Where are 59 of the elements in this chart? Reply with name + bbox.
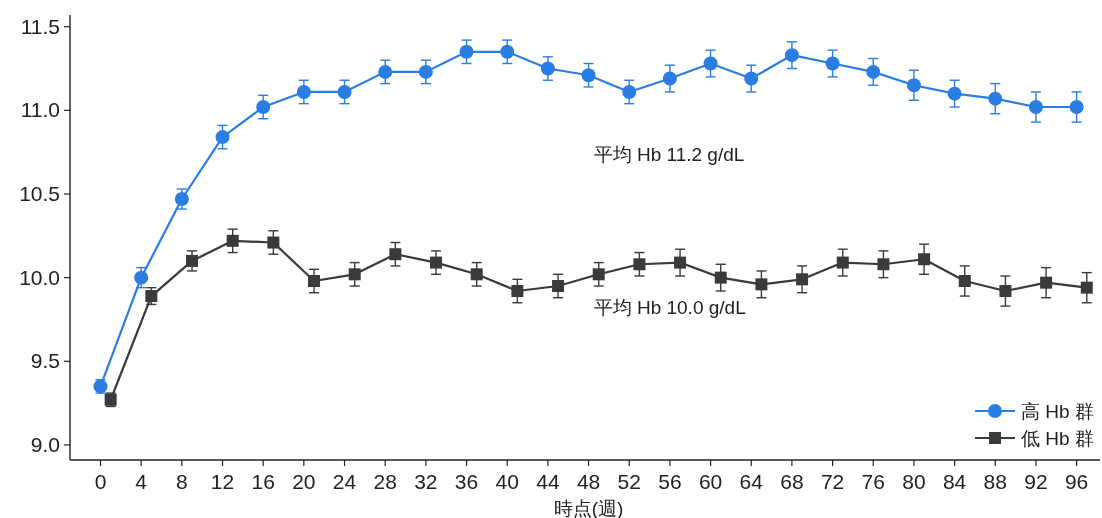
y-tick-label: 10.5 <box>19 182 60 205</box>
point <box>866 64 881 79</box>
x-tick-label: 16 <box>251 470 275 493</box>
point <box>1028 100 1043 115</box>
point <box>418 64 433 79</box>
x-tick-label: 84 <box>942 470 967 493</box>
x-tick-label: 80 <box>902 470 926 493</box>
annotation: 平均 Hb 11.2 g/dL <box>593 143 745 165</box>
x-tick-label: 56 <box>658 470 682 493</box>
point <box>215 130 230 145</box>
x-tick-label: 36 <box>454 470 479 493</box>
point <box>988 91 1003 106</box>
x-tick-label: 32 <box>414 470 438 493</box>
point <box>906 78 921 93</box>
x-tick-label: 76 <box>861 470 885 493</box>
point <box>540 61 555 76</box>
point <box>581 68 596 83</box>
y-tick-label: 11.5 <box>20 14 60 38</box>
annotation: 平均 Hb 10.0 g/dL <box>593 297 746 319</box>
point <box>337 84 352 99</box>
x-tick-label: 28 <box>373 470 397 493</box>
point <box>622 84 637 99</box>
x-tick-label: 20 <box>292 470 316 493</box>
point <box>134 270 149 285</box>
x-tick-label: 40 <box>495 470 519 493</box>
legend-label: 低 Hb 群 <box>1021 428 1094 449</box>
point <box>703 56 718 71</box>
x-tick-label: 0 <box>94 470 107 493</box>
x-tick-label: 60 <box>698 470 723 493</box>
x-tick-label: 44 <box>536 470 560 493</box>
point <box>744 71 759 86</box>
x-tick-label: 48 <box>576 470 601 493</box>
point <box>296 84 311 99</box>
x-tick-label: 12 <box>210 470 235 493</box>
point <box>825 56 840 71</box>
point <box>662 71 677 86</box>
point <box>500 44 515 59</box>
legend-label: 高 Hb 群 <box>1021 401 1094 422</box>
x-tick-label: 72 <box>820 470 845 493</box>
x-tick-label: 92 <box>1024 470 1048 493</box>
point <box>1069 100 1084 115</box>
x-tick-label: 88 <box>983 470 1007 493</box>
y-tick-label: 9.5 <box>30 349 60 373</box>
point <box>784 48 799 63</box>
x-tick-label: 4 <box>135 470 148 493</box>
point <box>947 86 962 101</box>
y-tick-label: 9.0 <box>30 432 60 456</box>
x-tick-label: 24 <box>332 470 357 493</box>
point <box>378 64 393 79</box>
x-tick-label: 96 <box>1064 470 1089 493</box>
point <box>256 100 271 115</box>
y-tick-label: 11.0 <box>20 98 60 122</box>
x-tick-label: 68 <box>780 470 804 493</box>
x-tick-label: 52 <box>617 470 641 493</box>
point <box>459 44 474 59</box>
y-tick-label: 10.0 <box>19 265 60 289</box>
x-tick-label: 64 <box>739 470 764 493</box>
x-tick-label: 8 <box>176 470 188 493</box>
point <box>174 192 189 207</box>
